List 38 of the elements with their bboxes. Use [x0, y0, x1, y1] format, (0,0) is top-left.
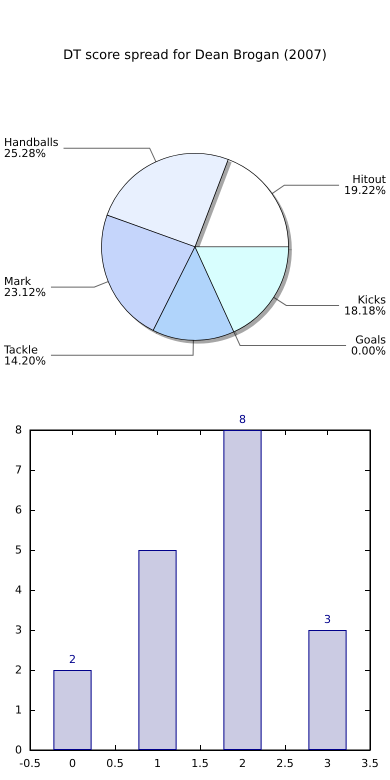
x-tick-label: 1: [154, 757, 161, 770]
slice-label: Kicks: [358, 293, 386, 306]
x-tick-label: 3.5: [361, 757, 379, 770]
bar: [223, 430, 262, 750]
data-label: 25.28%: [4, 147, 46, 160]
bar: [308, 630, 347, 750]
y-tick-label: 0: [15, 744, 22, 756]
y-tick-label: 4: [15, 584, 22, 596]
y-tick-label: 3: [15, 624, 22, 636]
bar: [138, 550, 177, 750]
chart-title: DT score spread for Dean Brogan (2007): [62, 47, 328, 65]
slice-label: Mark: [4, 275, 32, 288]
x-tick-label: 0.5: [106, 757, 124, 770]
data-label: 8: [239, 413, 246, 426]
slice-label: Tackle: [3, 343, 38, 356]
data-label: 3: [324, 613, 331, 626]
x-tick-label: 2.5: [276, 757, 294, 770]
data-label: 14.20%: [4, 354, 46, 368]
x-tick-label: 1.5: [191, 757, 209, 770]
y-tick-label: 7: [15, 464, 22, 476]
text: 0.00%: [351, 344, 386, 358]
slice-label: Hitout: [352, 173, 387, 186]
data-label: 2: [69, 653, 76, 666]
y-tick-label: 8: [15, 424, 22, 436]
y-tick-label: 5: [15, 544, 22, 556]
data-label: 18.18%: [344, 304, 386, 318]
data-label: 19.22%: [344, 184, 386, 198]
y-tick-label: 6: [15, 504, 22, 516]
data-label: 23.12%: [4, 286, 46, 300]
slice-label: Handballs: [4, 136, 59, 150]
x-tick-label: -0.5: [19, 757, 41, 770]
x-tick-label: 0: [69, 757, 76, 770]
y-tick-label: 1: [15, 704, 22, 716]
category-label: Goals: [355, 333, 386, 346]
bar: [53, 670, 92, 750]
x-tick-label: 2: [239, 757, 246, 770]
x-tick-label: 3: [324, 757, 331, 770]
y-tick-label: 2: [15, 664, 22, 676]
